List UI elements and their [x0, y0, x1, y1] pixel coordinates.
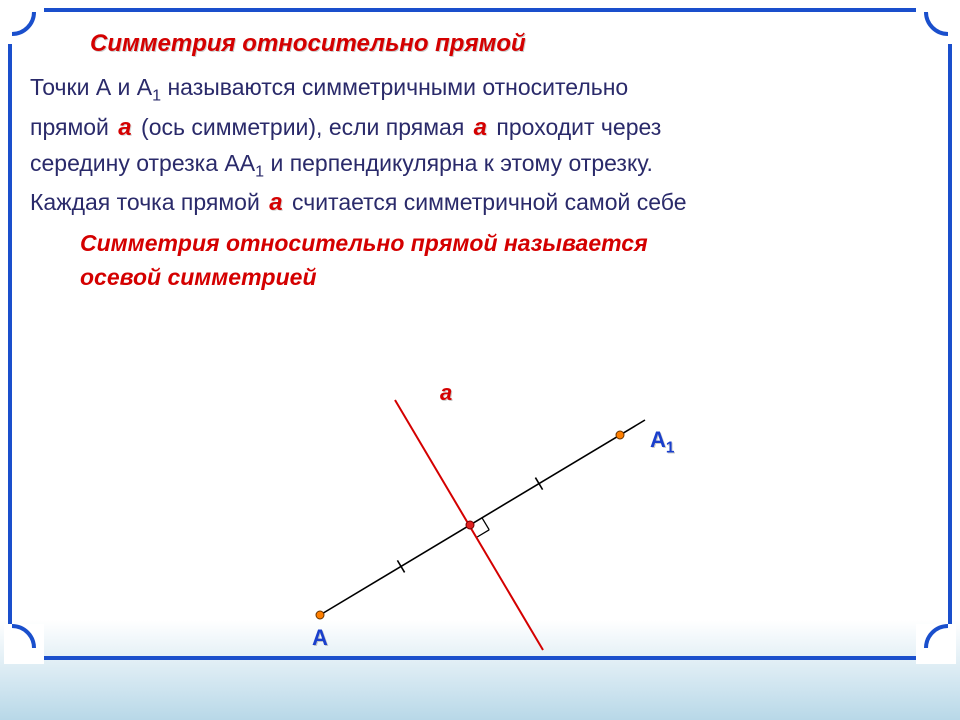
- text-fragment: Симметрия относительно прямой называется: [80, 230, 648, 256]
- point-label-A: А: [312, 625, 328, 651]
- text-fragment: Каждая точка прямой: [30, 189, 266, 215]
- subscript: 1: [152, 87, 161, 105]
- variable-a: a: [115, 114, 134, 141]
- definition-text: Точки А и А1 называются симметричными от…: [30, 70, 930, 221]
- text-fragment: Точки А и А: [30, 74, 152, 100]
- subtitle-text: Симметрия относительно прямой называется…: [80, 227, 930, 294]
- text-fragment: проходит через: [490, 114, 661, 140]
- point-A: [316, 611, 325, 620]
- text-fragment: считается симметричной самой себе: [286, 189, 687, 215]
- label-text: А: [650, 427, 666, 452]
- text-fragment: прямой: [30, 114, 115, 140]
- point-A1: [616, 431, 625, 440]
- content-area: Симметрия относительно прямой Точки А и …: [30, 30, 930, 294]
- point-midpoint: [466, 521, 475, 530]
- axis-label-a: a: [440, 380, 452, 406]
- text-fragment: называются симметричными относительно: [161, 74, 628, 100]
- point-label-A1: А1: [650, 427, 674, 457]
- variable-a: a: [471, 114, 490, 141]
- text-fragment: середину отрезка АА: [30, 150, 255, 176]
- variable-a: a: [266, 189, 285, 216]
- text-fragment: и перпендикулярна к этому отрезку.: [264, 150, 653, 176]
- subscript: 1: [666, 439, 675, 456]
- term: осевой симметрией: [80, 264, 317, 290]
- geometry-diagram: a А А1: [200, 360, 760, 660]
- diagram-svg: [200, 360, 760, 660]
- slide-title: Симметрия относительно прямой: [90, 30, 930, 58]
- text-fragment: (ось симметрии), если прямая: [135, 114, 471, 140]
- subscript: 1: [255, 162, 264, 180]
